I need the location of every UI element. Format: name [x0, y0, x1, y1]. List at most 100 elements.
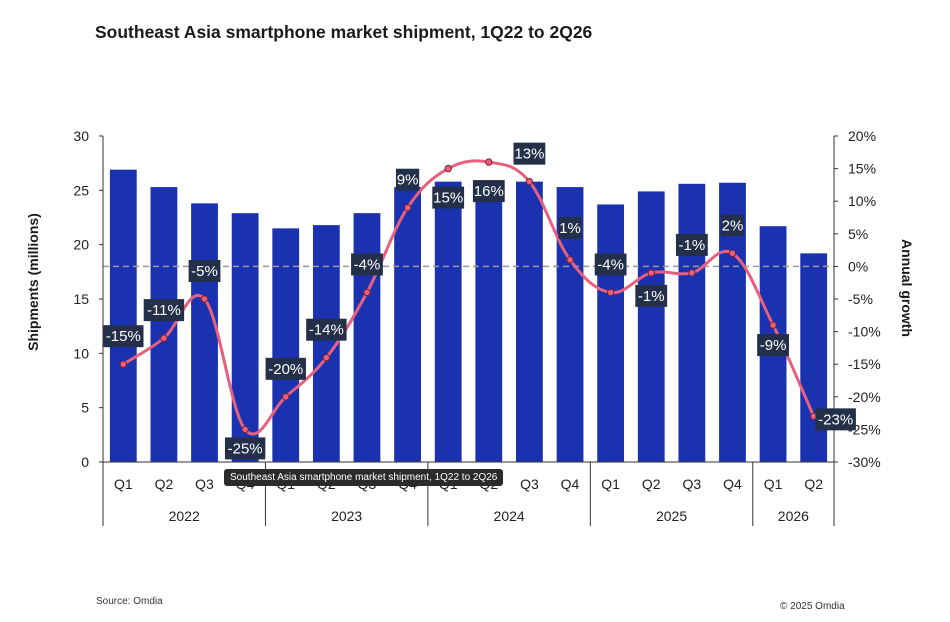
growth-label: -15%: [106, 328, 141, 345]
growth-label-box: [513, 142, 546, 165]
growth-label: -9%: [760, 337, 787, 354]
growth-label: 9%: [397, 172, 419, 189]
growth-label: -23%: [818, 411, 853, 428]
growth-point: [200, 295, 209, 303]
bar: [191, 203, 218, 462]
y-tick-label: 25: [73, 182, 89, 198]
bar: [516, 181, 543, 462]
x-tick-label: Q1: [764, 476, 783, 492]
growth-point: [485, 158, 493, 166]
y-tick-label: 10: [73, 345, 89, 361]
source-note: Source: Omdia: [96, 596, 163, 607]
y2-axis-title: Annual growth: [899, 239, 915, 337]
year-label: 2023: [331, 508, 362, 524]
growth-label-box: [720, 214, 745, 237]
y2-tick-label: -25%: [848, 421, 881, 437]
growth-label: -1%: [638, 288, 665, 305]
y2-tick-label: -15%: [848, 356, 881, 372]
growth-label: 15%: [433, 190, 463, 207]
growth-label-box: [558, 216, 582, 239]
x-tick-label: Q3: [520, 476, 539, 492]
growth-label: -14%: [309, 322, 344, 339]
x-tick-label: Q2: [642, 476, 661, 492]
growth-point: [322, 353, 331, 362]
x-tick-label: Q1: [601, 476, 620, 492]
x-tick-label: Q4: [723, 476, 742, 492]
growth-point: [606, 288, 615, 297]
copyright-note: © 2025 Omdia: [780, 601, 845, 612]
bar: [231, 213, 259, 462]
growth-label-box: [675, 233, 708, 256]
growth-label-box: [103, 325, 144, 348]
growth-label-box: [815, 408, 856, 431]
y-tick-label: 15: [73, 291, 89, 307]
y2-tick-label: 15%: [848, 161, 876, 177]
growth-point: [119, 360, 128, 368]
growth-label-box: [472, 180, 505, 203]
bar: [800, 253, 828, 462]
y-tick-label: 0: [81, 454, 89, 470]
growth-label-box: [224, 437, 266, 460]
growth-label: 1%: [559, 220, 581, 237]
x-tick-label: Q2: [804, 476, 823, 492]
growth-label-box: [635, 284, 668, 307]
growth-label: -25%: [228, 440, 263, 457]
growth-label-box: [265, 357, 306, 380]
year-label: 2024: [494, 508, 525, 524]
growth-label-box: [395, 168, 420, 191]
growth-point: [241, 425, 249, 434]
growth-label: -20%: [268, 361, 303, 378]
growth-label: -11%: [147, 302, 181, 319]
x-tick-label: Q3: [683, 476, 702, 492]
chart-title: Southeast Asia smartphone market shipmen…: [95, 22, 593, 42]
growth-point: [525, 177, 534, 186]
y-axis-title: Shipments (millions): [25, 213, 41, 351]
growth-label: -1%: [679, 237, 706, 254]
y2-tick-label: 10%: [848, 193, 876, 209]
growth-point: [444, 164, 452, 173]
y-tick-label: 30: [73, 128, 89, 144]
bar: [272, 228, 300, 462]
growth-label-box: [432, 186, 465, 209]
bar: [597, 204, 625, 462]
growth-label: -4%: [597, 256, 624, 273]
x-tick-label: Q1: [114, 476, 133, 492]
y2-tick-label: -20%: [848, 389, 881, 405]
bar: [678, 183, 706, 462]
growth-label: -4%: [354, 256, 381, 273]
y2-tick-label: 20%: [848, 128, 876, 144]
y2-tick-label: -5%: [848, 291, 873, 307]
growth-point: [403, 204, 412, 212]
bar: [394, 187, 421, 462]
growth-label: 2%: [722, 217, 744, 234]
growth-point: [688, 269, 696, 277]
growth-label: 16%: [474, 183, 504, 200]
growth-point: [647, 269, 655, 277]
year-label: 2026: [778, 508, 809, 524]
bar: [109, 169, 137, 463]
year-label: 2022: [169, 508, 200, 524]
growth-label-box: [306, 318, 347, 341]
growth-label-box: [594, 253, 627, 276]
y2-tick-label: -10%: [848, 324, 881, 340]
x-tick-label: Q4: [561, 476, 580, 492]
growth-point: [728, 249, 737, 258]
bar: [475, 187, 503, 462]
growth-label-box: [188, 260, 221, 282]
y2-tick-label: 0%: [848, 258, 868, 274]
y-tick-label: 5: [81, 400, 89, 416]
growth-label-box: [143, 299, 185, 322]
bar: [637, 191, 665, 463]
growth-label: -5%: [191, 263, 218, 280]
growth-label-box: [351, 253, 383, 276]
bar: [353, 213, 381, 462]
x-tick-label: Q2: [155, 476, 174, 492]
y-tick-label: 20: [73, 237, 89, 253]
year-label: 2025: [656, 508, 687, 524]
y2-tick-label: 5%: [848, 226, 868, 242]
y2-tick-label: -30%: [848, 454, 881, 470]
growth-point: [769, 321, 777, 329]
growth-point: [160, 334, 168, 342]
x-tick-label: Q3: [195, 476, 214, 492]
bar: [434, 181, 462, 462]
